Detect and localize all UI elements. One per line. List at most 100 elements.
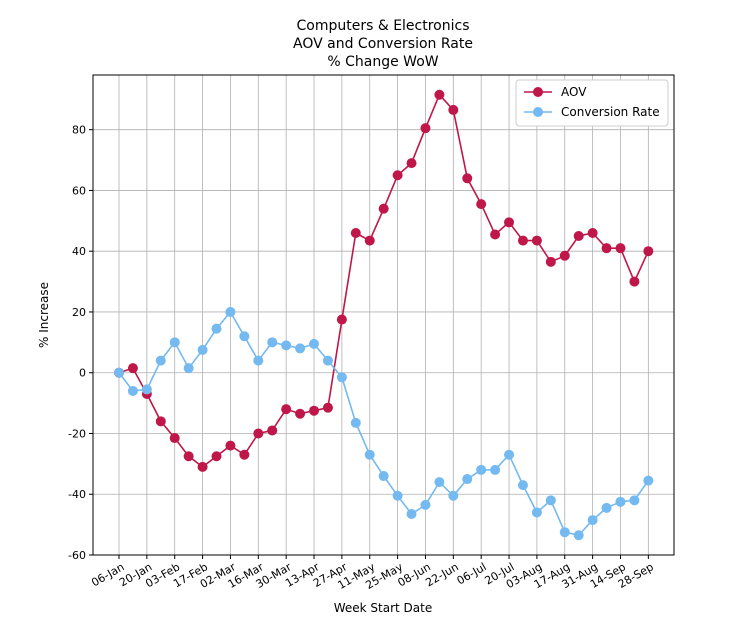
data-point-conversion-rate bbox=[476, 464, 487, 475]
data-point-conversion-rate bbox=[350, 417, 361, 428]
data-point-aov bbox=[239, 449, 250, 460]
data-point-aov bbox=[309, 405, 320, 416]
legend-label-conversion-rate: Conversion Rate bbox=[561, 105, 660, 119]
chart-title: Computers & Electronics AOV and Conversi… bbox=[293, 18, 473, 70]
data-point-conversion-rate bbox=[420, 499, 431, 510]
y-tick-label: 80 bbox=[72, 124, 86, 137]
data-point-conversion-rate bbox=[378, 471, 389, 482]
data-point-aov bbox=[364, 235, 375, 246]
data-point-aov bbox=[211, 451, 222, 462]
y-tick-label: 40 bbox=[72, 245, 86, 258]
data-point-aov bbox=[420, 123, 431, 134]
data-point-aov bbox=[573, 231, 584, 242]
legend-label-aov: AOV bbox=[561, 85, 587, 99]
data-point-aov bbox=[629, 276, 640, 287]
data-point-aov bbox=[615, 243, 626, 254]
data-point-conversion-rate bbox=[643, 475, 654, 486]
data-point-conversion-rate bbox=[587, 515, 598, 526]
data-point-conversion-rate bbox=[629, 495, 640, 506]
data-point-aov bbox=[169, 433, 180, 444]
data-point-conversion-rate bbox=[322, 355, 333, 366]
data-point-aov bbox=[643, 246, 654, 257]
legend-marker-conversion-rate bbox=[533, 107, 543, 117]
data-point-aov bbox=[504, 217, 515, 228]
data-point-aov bbox=[462, 173, 473, 184]
data-point-conversion-rate bbox=[504, 449, 515, 460]
data-point-conversion-rate bbox=[197, 344, 208, 355]
data-point-conversion-rate bbox=[281, 340, 292, 351]
data-point-aov bbox=[517, 235, 528, 246]
data-point-aov bbox=[155, 416, 166, 427]
y-tick-label: 0 bbox=[79, 367, 86, 380]
legend-box bbox=[515, 79, 669, 127]
y-tick-label: 20 bbox=[72, 306, 86, 319]
data-point-conversion-rate bbox=[253, 355, 264, 366]
data-point-conversion-rate bbox=[114, 367, 124, 378]
data-point-aov bbox=[267, 425, 278, 436]
data-point-aov bbox=[434, 89, 445, 100]
legend: AOV Conversion Rate bbox=[515, 79, 669, 127]
data-point-conversion-rate bbox=[490, 464, 501, 475]
data-point-aov bbox=[531, 235, 542, 246]
data-point-aov bbox=[378, 203, 389, 214]
legend-marker-aov bbox=[533, 87, 543, 97]
data-point-aov bbox=[476, 199, 487, 210]
data-point-conversion-rate bbox=[531, 507, 542, 518]
x-tick-label: 06-Jul bbox=[455, 560, 489, 587]
data-point-aov bbox=[350, 227, 361, 238]
data-point-aov bbox=[601, 243, 612, 254]
data-point-conversion-rate bbox=[141, 384, 152, 395]
data-point-conversion-rate bbox=[211, 323, 222, 334]
series-layer bbox=[114, 89, 654, 541]
data-point-conversion-rate bbox=[336, 372, 347, 383]
data-point-conversion-rate bbox=[559, 527, 570, 538]
data-point-conversion-rate bbox=[155, 355, 166, 366]
series-line-aov bbox=[118, 93, 650, 468]
y-axis-label: % Increase bbox=[37, 282, 51, 348]
y-tick-label: 60 bbox=[72, 184, 86, 197]
data-point-aov bbox=[295, 408, 306, 419]
x-axis-label: Week Start Date bbox=[334, 601, 433, 615]
data-point-conversion-rate bbox=[392, 490, 403, 501]
data-point-conversion-rate bbox=[364, 449, 375, 460]
grid-lines bbox=[93, 75, 674, 556]
data-point-conversion-rate bbox=[127, 385, 138, 396]
data-point-conversion-rate bbox=[406, 508, 417, 519]
chart-title-line-2: AOV and Conversion Rate bbox=[293, 36, 473, 52]
data-point-conversion-rate bbox=[448, 490, 459, 501]
data-point-conversion-rate bbox=[309, 338, 320, 349]
data-point-conversion-rate bbox=[239, 331, 250, 342]
data-point-conversion-rate bbox=[295, 343, 306, 354]
data-point-conversion-rate bbox=[462, 474, 473, 485]
data-point-aov bbox=[545, 256, 556, 267]
data-point-aov bbox=[448, 104, 459, 115]
data-point-conversion-rate bbox=[225, 306, 236, 317]
data-point-aov bbox=[490, 229, 501, 240]
y-tick-label: -60 bbox=[68, 549, 86, 562]
data-point-aov bbox=[322, 402, 333, 413]
data-point-conversion-rate bbox=[517, 480, 528, 491]
axes: -60-40-2002040608006-Jan20-Jan03-Feb17-F… bbox=[68, 74, 675, 592]
data-point-aov bbox=[253, 428, 264, 439]
data-point-aov bbox=[587, 227, 598, 238]
data-point-conversion-rate bbox=[267, 337, 278, 348]
data-point-aov bbox=[336, 314, 347, 325]
data-point-conversion-rate bbox=[601, 502, 612, 513]
chart-title-line-1: Computers & Electronics bbox=[296, 18, 469, 34]
plot-frame bbox=[92, 74, 675, 556]
data-point-conversion-rate bbox=[573, 530, 584, 541]
y-tick-label: -40 bbox=[68, 488, 86, 501]
data-point-aov bbox=[281, 404, 292, 415]
data-point-aov bbox=[392, 170, 403, 181]
data-point-conversion-rate bbox=[615, 496, 626, 507]
data-point-aov bbox=[127, 363, 138, 374]
data-point-aov bbox=[225, 440, 236, 451]
chart-title-line-3: % Change WoW bbox=[327, 54, 438, 70]
series-line-conversion-rate bbox=[118, 310, 649, 537]
data-point-conversion-rate bbox=[183, 363, 194, 374]
data-point-conversion-rate bbox=[169, 337, 180, 348]
y-tick-label: -20 bbox=[68, 427, 86, 440]
data-point-aov bbox=[183, 451, 194, 462]
